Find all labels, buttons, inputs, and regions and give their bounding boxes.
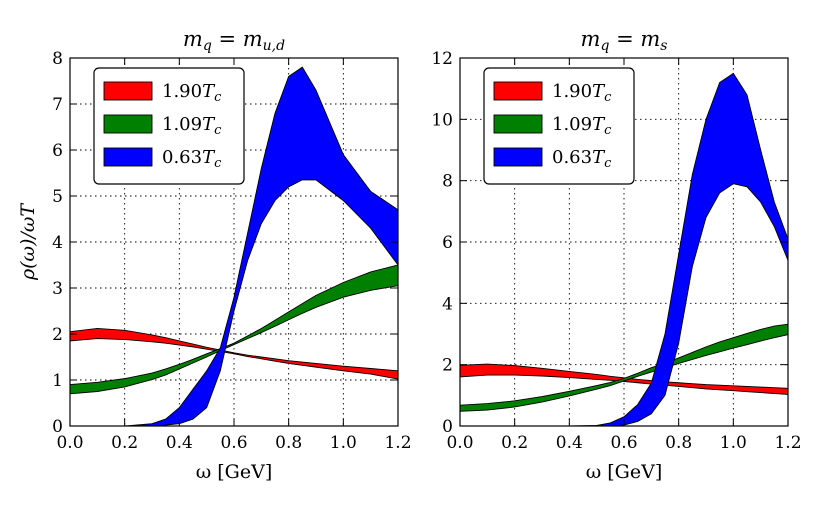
band-series-1 [70, 264, 398, 395]
y-tick-label: 0 [52, 417, 63, 437]
x-tick-label: 0.6 [610, 433, 637, 453]
chart-title: mq = ms [581, 27, 668, 54]
legend-entry: 1.09Tc [162, 114, 222, 138]
legend: 1.90Tc 1.09Tc 0.63Tc [93, 67, 245, 185]
y-tick-label: 10 [431, 110, 453, 130]
y-tick-label: 6 [52, 141, 63, 161]
y-tick-label: 12 [431, 49, 453, 69]
x-tick-label: 0.0 [446, 433, 473, 453]
x-tick-label: 0.8 [275, 433, 302, 453]
legend-entry: 0.63Tc [552, 147, 612, 171]
legend-swatch [103, 147, 153, 167]
x-tick-label: 0.0 [56, 433, 83, 453]
legend-swatch [103, 81, 153, 101]
legend-entry: 1.90Tc [162, 81, 222, 105]
y-tick-label: 6 [442, 233, 453, 253]
legend-swatch [493, 114, 543, 134]
x-tick-label: 0.2 [501, 433, 528, 453]
x-tick-label: 1.0 [720, 433, 747, 453]
band-series-1 [460, 323, 788, 412]
y-tick-label: 5 [52, 187, 63, 207]
chart-title: mq = mu,d [183, 27, 285, 54]
spectral-bands [70, 66, 398, 426]
chart-panel-strange-quark: 0.0 0.2 0.4 0.6 0.8 1.0 1.2 0 2 4 6 8 10 12 mq = ms ω… [431, 27, 801, 483]
legend-entry: 1.09Tc [552, 114, 612, 138]
legend-swatch [493, 81, 543, 101]
x-tick-label: 0.6 [220, 433, 247, 453]
legend-entry: 1.90Tc [552, 81, 612, 105]
x-tick-label: 0.2 [111, 433, 138, 453]
x-axis-label: ω [GeV] [196, 461, 273, 483]
axis-ticks: 0.0 0.2 0.4 0.6 0.8 1.0 1.2 0 2 4 6 8 10 12 [431, 49, 801, 453]
y-tick-label: 3 [52, 279, 63, 299]
x-axis-label: ω [GeV] [586, 461, 663, 483]
y-tick-label: 4 [52, 233, 63, 253]
y-tick-label: 2 [52, 325, 63, 345]
chart-panel-light-quark: 0.0 0.2 0.4 0.6 0.8 1.0 1.2 0 1 2 3 4 5 6 7 8 mq = mu,d… [17, 27, 412, 483]
y-axis-label: ρ(ω)/ωT [17, 203, 39, 281]
x-tick-label: 1.2 [384, 433, 411, 453]
y-tick-label: 8 [52, 49, 63, 69]
x-tick-label: 0.8 [665, 433, 692, 453]
legend-swatch [103, 114, 153, 134]
band-series-0 [70, 328, 398, 380]
axis-ticks: 0.0 0.2 0.4 0.6 0.8 1.0 1.2 0 1 2 3 4 5 6 7 8 [52, 49, 411, 453]
y-tick-label: 2 [442, 356, 453, 376]
x-tick-label: 0.4 [556, 433, 583, 453]
y-tick-label: 4 [442, 294, 453, 314]
legend: 1.90Tc 1.09Tc 0.63Tc [483, 67, 635, 185]
x-tick-label: 0.4 [166, 433, 193, 453]
x-tick-label: 1.0 [330, 433, 357, 453]
y-tick-label: 1 [52, 371, 63, 391]
y-tick-label: 7 [52, 95, 63, 115]
y-tick-label: 0 [442, 417, 453, 437]
y-tick-label: 8 [442, 172, 453, 192]
legend-entry: 0.63Tc [162, 147, 222, 171]
legend-swatch [493, 147, 543, 167]
x-tick-label: 1.2 [774, 433, 801, 453]
band-series-2 [70, 66, 398, 426]
